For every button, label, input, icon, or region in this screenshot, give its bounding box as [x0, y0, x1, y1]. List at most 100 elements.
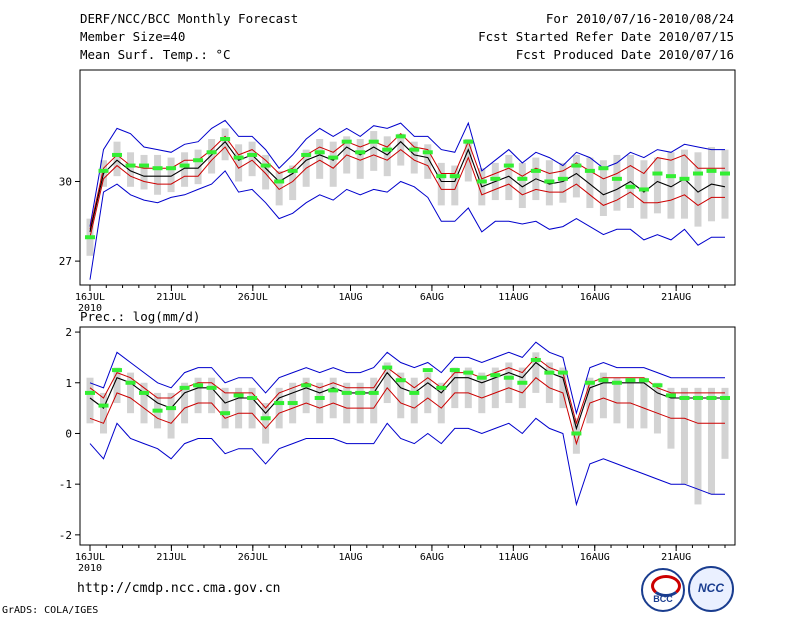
temperature-observed-marker — [382, 147, 393, 152]
temperature-member-box — [113, 141, 121, 177]
temperature-observed-marker — [720, 171, 730, 176]
temperature-plot-frame — [79, 69, 736, 286]
precipitation-observed-marker — [720, 395, 730, 400]
temperature-member-box — [275, 170, 283, 206]
temperature-x-tick-label: 1AUG — [338, 292, 362, 303]
precipitation-member-box — [410, 377, 418, 424]
precipitation-member-box — [464, 367, 472, 409]
precipitation-observed-marker — [179, 385, 190, 390]
precipitation-observed-marker — [274, 401, 285, 406]
precipitation-member-box — [235, 387, 243, 429]
temperature-member-box — [518, 162, 526, 209]
precipitation-member-box — [343, 382, 351, 424]
precipitation-observed-marker — [314, 395, 325, 400]
temperature-observed-marker — [692, 171, 703, 176]
temperature-member-box — [559, 162, 567, 203]
temperature-member-box — [437, 162, 445, 206]
temperature-member-box — [154, 154, 162, 195]
temperature-observed-marker — [625, 184, 636, 189]
precipitation-member-box — [221, 387, 229, 429]
variable-label: Mean Surf. Temp.: °C — [80, 47, 231, 62]
precipitation-x-tick-label: 6AUG — [420, 552, 444, 563]
temperature-x-year-label: 2010 — [78, 303, 102, 314]
temperature-observed-marker — [314, 150, 325, 155]
temperature-member-box — [167, 157, 175, 193]
temperature-observed-marker — [139, 163, 150, 168]
precipitation-observed-marker — [341, 390, 352, 395]
temperature-observed-marker — [571, 163, 582, 168]
precipitation-x-tick-label: 21AUG — [661, 552, 691, 563]
precip-panel-title: Prec.: log(mm/d) — [80, 309, 201, 324]
temperature-member-box — [356, 139, 364, 179]
temperature-member-box — [235, 144, 243, 182]
precipitation-member-box — [248, 387, 256, 429]
precipitation-observed-marker — [625, 378, 636, 383]
temperature-observed-marker — [490, 176, 501, 181]
precipitation-member-box — [559, 367, 567, 409]
precipitation-member-box — [397, 372, 405, 419]
precipitation-member-box — [140, 382, 148, 424]
precipitation-member-box — [572, 418, 580, 454]
temperature-member-box — [140, 154, 148, 190]
precipitation-observed-marker — [355, 390, 366, 395]
precipitation-member-box — [127, 372, 135, 414]
temperature-observed-marker — [665, 174, 676, 179]
precipitation-observed-marker — [328, 388, 339, 393]
precipitation-member-box — [532, 352, 540, 393]
precipitation-observed-marker — [112, 368, 123, 373]
temperature-observed-marker — [679, 176, 690, 181]
temperature-observed-marker — [220, 137, 231, 142]
precipitation-observed-marker — [125, 380, 136, 385]
precipitation-observed-marker — [530, 357, 541, 362]
precipitation-y-tick-label: 2 — [65, 326, 72, 339]
precipitation-observed-marker — [409, 390, 420, 395]
temperature-lower-red-line — [89, 146, 725, 238]
precipitation-member-box — [275, 387, 283, 429]
temperature-member-box — [127, 152, 135, 187]
temperature-member-box — [680, 149, 688, 219]
precipitation-member-box — [329, 377, 337, 419]
temperature-observed-marker — [179, 163, 190, 168]
precipitation-member-box — [262, 403, 270, 444]
temperature-observed-marker — [706, 168, 717, 173]
precipitation-member-box — [586, 377, 594, 424]
precipitation-member-box — [113, 367, 121, 404]
precipitation-observed-marker — [692, 395, 703, 400]
precipitation-member-box — [383, 362, 391, 404]
temperature-observed-marker — [530, 168, 541, 173]
fcst-produced-label: Fcst Produced Date 2010/07/16 — [515, 47, 734, 62]
temperature-observed-marker — [436, 174, 447, 179]
temperature-y-tick-label: 27 — [59, 255, 72, 268]
temperature-observed-marker — [449, 174, 460, 179]
temperature-member-box — [586, 157, 594, 209]
temperature-member-box — [194, 149, 202, 185]
member-size-label: Member Size=40 — [80, 29, 186, 44]
temperature-mean-line — [89, 140, 726, 233]
precipitation-observed-marker — [85, 390, 95, 395]
precipitation-observed-marker — [517, 380, 528, 385]
precipitation-member-box — [194, 377, 202, 414]
temperature-member-box — [505, 154, 513, 201]
precipitation-member-box — [302, 377, 310, 414]
temperature-member-box — [370, 131, 378, 171]
precipitation-member-box — [694, 387, 702, 505]
temperature-observed-marker — [98, 168, 109, 173]
temperature-y-tick-label: 30 — [59, 175, 72, 188]
precipitation-observed-marker — [247, 395, 258, 400]
temperature-observed-marker — [395, 134, 406, 139]
precipitation-member-box — [451, 367, 459, 409]
temperature-observed-marker — [355, 150, 366, 155]
temperature-x-tick-label: 16JUL — [75, 292, 105, 303]
precipitation-member-box — [518, 367, 526, 409]
temperature-observed-marker — [233, 155, 244, 160]
temperature-member-box — [410, 141, 418, 174]
temperature-x-tick-label: 11AUG — [498, 292, 528, 303]
precipitation-max-blue-line — [89, 341, 725, 416]
temperature-x-tick-label: 16AUG — [580, 292, 610, 303]
temperature-observed-marker — [247, 152, 258, 157]
precipitation-y-tick-label: -1 — [59, 478, 72, 491]
temperature-observed-marker — [206, 150, 217, 155]
temperature-observed-marker — [328, 155, 339, 160]
precipitation-observed-marker — [301, 383, 312, 388]
